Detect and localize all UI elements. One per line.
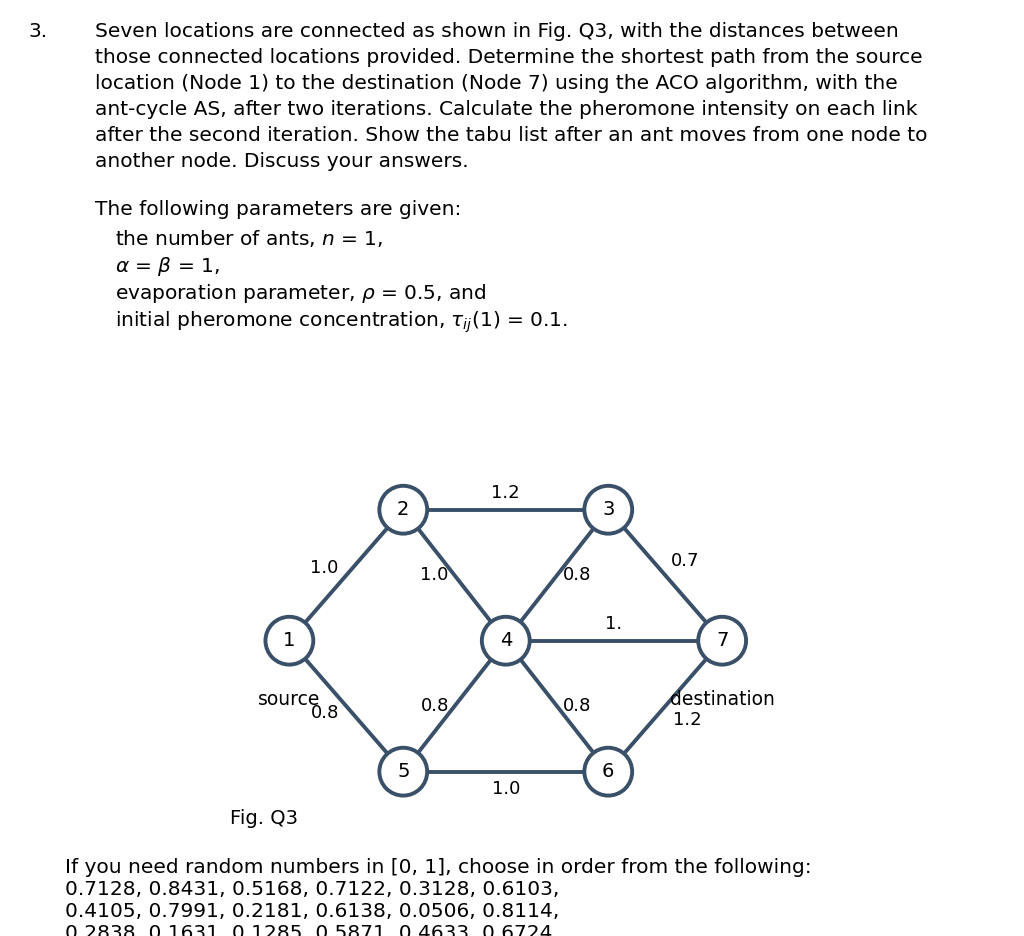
Text: Seven locations are connected as shown in Fig. Q3, with the distances between: Seven locations are connected as shown i… — [95, 22, 899, 41]
Text: 5: 5 — [397, 762, 410, 782]
Text: 7: 7 — [716, 631, 728, 651]
Text: 3.: 3. — [28, 22, 47, 41]
Text: 1.0: 1.0 — [310, 560, 339, 578]
Text: 1.0: 1.0 — [421, 566, 449, 584]
Text: those connected locations provided. Determine the shortest path from the source: those connected locations provided. Dete… — [95, 48, 923, 67]
Text: destination: destination — [670, 690, 774, 709]
Text: the number of ants, $n$ = 1,: the number of ants, $n$ = 1, — [115, 228, 383, 249]
Text: 1: 1 — [284, 631, 296, 651]
Text: another node. Discuss your answers.: another node. Discuss your answers. — [95, 152, 469, 171]
Text: Fig. Q3: Fig. Q3 — [229, 809, 298, 827]
Text: 0.7: 0.7 — [671, 552, 699, 570]
Text: 1.2: 1.2 — [673, 711, 701, 729]
Text: 0.8: 0.8 — [563, 566, 591, 584]
Text: 1.0: 1.0 — [492, 780, 520, 797]
Circle shape — [379, 748, 427, 796]
Text: 0.8: 0.8 — [310, 704, 339, 722]
Text: 2: 2 — [397, 500, 410, 519]
Text: after the second iteration. Show the tabu list after an ant moves from one node : after the second iteration. Show the tab… — [95, 126, 928, 145]
Text: If you need random numbers in [0, 1], choose in order from the following:
0.7128: If you need random numbers in [0, 1], ch… — [65, 858, 812, 936]
Text: 0.8: 0.8 — [563, 697, 591, 715]
Text: 6: 6 — [602, 762, 614, 782]
Text: $\alpha$ = $\beta$ = 1,: $\alpha$ = $\beta$ = 1, — [115, 255, 220, 278]
Circle shape — [379, 486, 427, 534]
Circle shape — [482, 617, 529, 665]
Text: location (Node 1) to the destination (Node 7) using the ACO algorithm, with the: location (Node 1) to the destination (No… — [95, 74, 898, 93]
Text: ant-cycle AS, after two iterations. Calculate the pheromone intensity on each li: ant-cycle AS, after two iterations. Calc… — [95, 100, 918, 119]
Text: 0.8: 0.8 — [421, 697, 449, 715]
Text: 1.2: 1.2 — [492, 484, 520, 502]
Text: 4: 4 — [500, 631, 512, 651]
Circle shape — [585, 748, 632, 796]
Circle shape — [698, 617, 746, 665]
Text: initial pheromone concentration, $\tau_{ij}$(1) = 0.1.: initial pheromone concentration, $\tau_{… — [115, 309, 567, 334]
Text: source: source — [258, 690, 321, 709]
Circle shape — [265, 617, 313, 665]
Text: evaporation parameter, $\rho$ = 0.5, and: evaporation parameter, $\rho$ = 0.5, and — [115, 282, 486, 305]
Text: 3: 3 — [602, 500, 614, 519]
Circle shape — [585, 486, 632, 534]
Text: 1.: 1. — [605, 615, 623, 633]
Text: The following parameters are given:: The following parameters are given: — [95, 200, 462, 219]
